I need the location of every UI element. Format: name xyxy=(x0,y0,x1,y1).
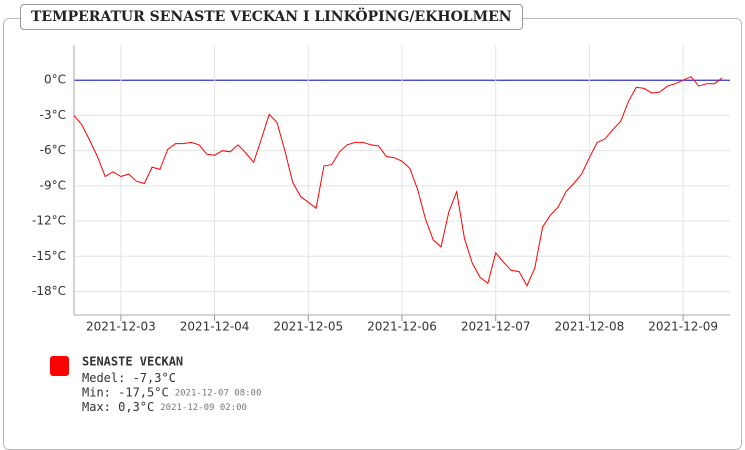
temperature-line xyxy=(73,76,723,287)
x-tick-label: 2021-12-04 xyxy=(180,320,250,334)
x-tick-label: 2021-12-07 xyxy=(461,320,531,334)
y-tick-label: -15°C xyxy=(32,249,66,263)
x-tick-label: 2021-12-03 xyxy=(86,320,156,334)
y-tick-label: -18°C xyxy=(32,284,66,298)
stat-text: Max: 0,3°C xyxy=(82,400,154,414)
y-tick-label: -3°C xyxy=(40,108,66,122)
y-tick-label: -12°C xyxy=(32,214,66,228)
legend-swatch xyxy=(50,356,69,376)
x-tick-label: 2021-12-09 xyxy=(648,320,718,334)
x-tick-label: 2021-12-08 xyxy=(555,320,625,334)
x-tick-label: 2021-12-05 xyxy=(273,320,343,334)
x-tick-label: 2021-12-06 xyxy=(367,320,437,334)
legend-stat: Medel: -7,3°C xyxy=(82,371,176,385)
stat-text: Min: -17,5°C xyxy=(82,385,169,399)
y-tick-label: -9°C xyxy=(40,178,66,192)
y-tick-label: -6°C xyxy=(40,143,66,157)
page: TEMPERATUR SENASTE VECKAN I LINKÖPING/EK… xyxy=(3,4,742,450)
stat-text: Medel: -7,3°C xyxy=(82,371,176,385)
chart: 0°C -3°C -6°C -9°C -12°C -15°C -18°C 2021-12-03… xyxy=(32,45,730,414)
legend-label: SENASTE VECKAN xyxy=(82,355,183,369)
stat-time: 2021-12-09 02:00 xyxy=(160,403,247,413)
stat-time: 2021-12-07 08:00 xyxy=(175,388,262,398)
y-tick-label: 0°C xyxy=(44,73,66,87)
legend-stat: Max: 0,3°C 2021-12-09 02:00 xyxy=(82,400,247,414)
legend-stat: Min: -17,5°C 2021-12-07 08:00 xyxy=(82,385,261,399)
chart-title: TEMPERATUR SENASTE VECKAN I LINKÖPING/EK… xyxy=(20,4,523,30)
